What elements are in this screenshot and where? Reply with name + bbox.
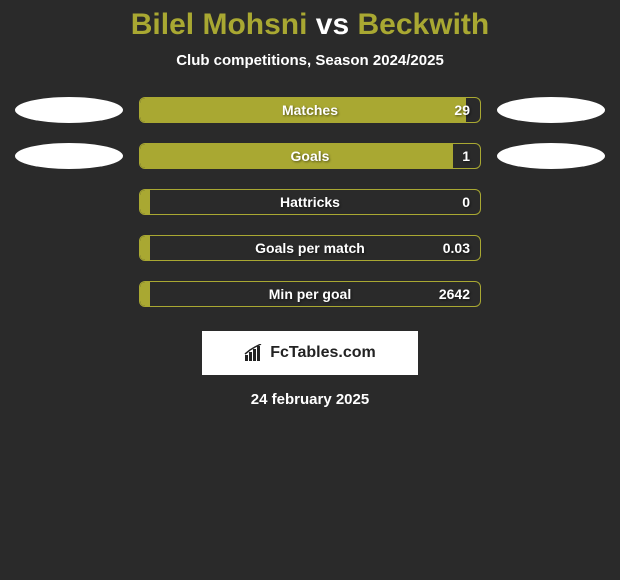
player1-ellipse xyxy=(15,97,123,123)
brand-text: FcTables.com xyxy=(270,344,376,362)
player2-ellipse xyxy=(497,97,605,123)
player2-name: Beckwith xyxy=(358,8,490,41)
date-text: 24 february 2025 xyxy=(0,391,620,408)
stats-rows: Matches29 Goals1 Hattricks0 Goals per match… xyxy=(0,97,620,307)
stat-value: 29 xyxy=(454,98,470,122)
stat-bar: Goals1 xyxy=(139,143,481,169)
stat-label: Min per goal xyxy=(140,282,480,306)
player2-ellipse xyxy=(497,143,605,169)
comparison-container: Bilel Mohsni vs Beckwith Club competitio… xyxy=(0,0,620,408)
stat-label: Goals xyxy=(140,144,480,168)
player1-ellipse xyxy=(15,143,123,169)
stat-label: Matches xyxy=(140,98,480,122)
stat-row: Goals1 xyxy=(10,143,610,169)
stat-row: Matches29 xyxy=(10,97,610,123)
page-title: Bilel Mohsni vs Beckwith xyxy=(0,8,620,42)
stat-row: Hattricks0 xyxy=(10,189,610,215)
chart-icon xyxy=(244,344,264,362)
player1-name: Bilel Mohsni xyxy=(131,8,308,41)
stat-bar: Min per goal2642 xyxy=(139,281,481,307)
stat-value: 2642 xyxy=(439,282,470,306)
stat-bar: Matches29 xyxy=(139,97,481,123)
stat-bar: Goals per match0.03 xyxy=(139,235,481,261)
stat-value: 0 xyxy=(462,190,470,214)
subtitle: Club competitions, Season 2024/2025 xyxy=(0,52,620,69)
stat-value: 0.03 xyxy=(443,236,470,260)
stat-label: Hattricks xyxy=(140,190,480,214)
stat-row: Goals per match0.03 xyxy=(10,235,610,261)
stat-value: 1 xyxy=(462,144,470,168)
stat-bar: Hattricks0 xyxy=(139,189,481,215)
vs-text: vs xyxy=(316,8,349,41)
stat-label: Goals per match xyxy=(140,236,480,260)
stat-row: Min per goal2642 xyxy=(10,281,610,307)
brand-badge: FcTables.com xyxy=(202,331,418,375)
